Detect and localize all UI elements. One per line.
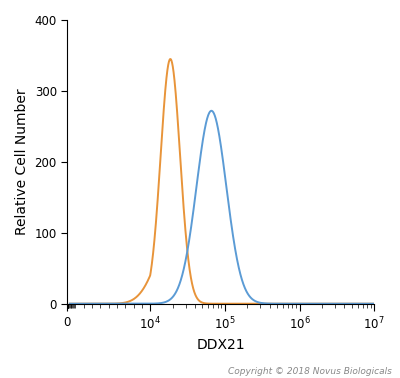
Text: Copyright © 2018 Novus Biologicals: Copyright © 2018 Novus Biologicals <box>228 367 392 376</box>
X-axis label: DDX21: DDX21 <box>196 338 245 352</box>
Y-axis label: Relative Cell Number: Relative Cell Number <box>15 88 29 235</box>
